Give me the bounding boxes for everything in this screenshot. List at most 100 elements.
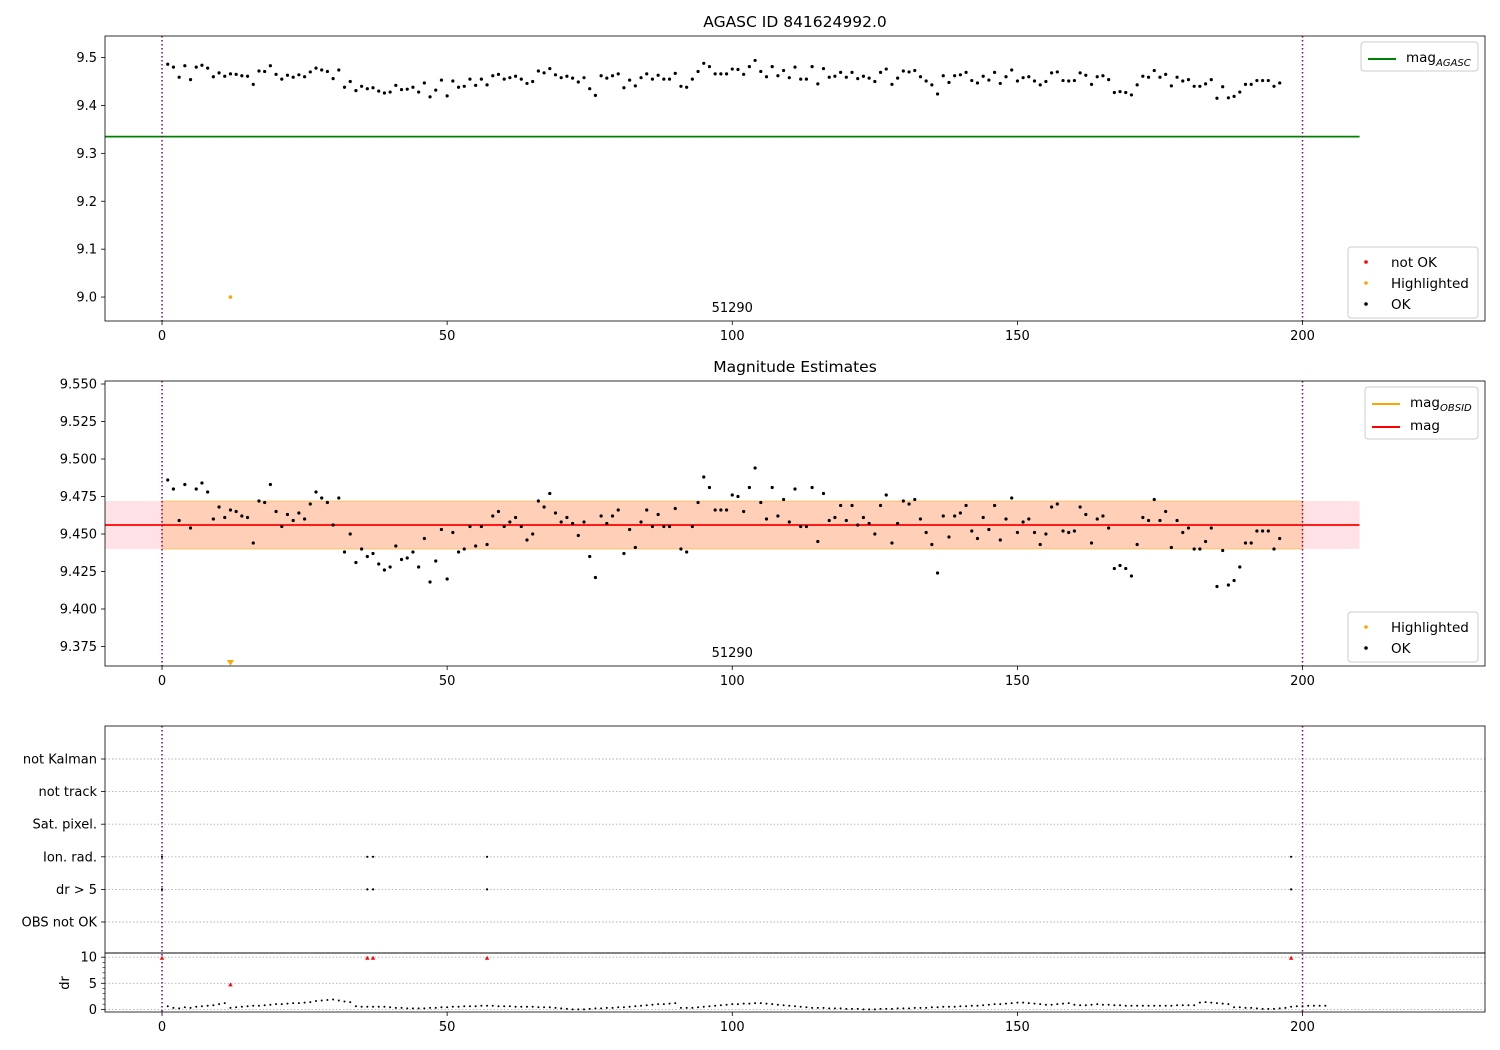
ok-point (171, 65, 176, 69)
ok-point (770, 485, 774, 490)
ok-point (462, 547, 466, 551)
ok-point (998, 81, 1002, 86)
dr-point (1010, 1002, 1013, 1005)
dr-point (508, 1005, 511, 1008)
ok-point (428, 580, 432, 584)
ok-point (439, 527, 444, 532)
ok-point (850, 70, 854, 75)
dr-point (748, 1002, 751, 1005)
ok-point (713, 508, 717, 512)
dr-point (1187, 1004, 1190, 1007)
ok-point (217, 71, 221, 75)
ok-point (525, 81, 529, 86)
dr-point (377, 1005, 380, 1008)
dr-point (1215, 1002, 1218, 1005)
x-tick-label: 200 (1290, 1020, 1315, 1035)
legend-marker (1364, 646, 1368, 650)
ok-point (639, 520, 643, 524)
highlighted-point-out-of-range (226, 660, 234, 666)
ok-point (291, 518, 295, 523)
ok-point (268, 64, 272, 68)
ok-point (371, 551, 375, 556)
ok-point (673, 506, 677, 511)
ok-point (896, 521, 900, 526)
ok-point (1261, 529, 1265, 533)
ok-point (639, 76, 643, 80)
ok-point (884, 493, 888, 497)
ok-point (702, 61, 706, 65)
ok-point (571, 521, 575, 526)
dr-point (571, 1008, 574, 1011)
ok-point (1050, 505, 1054, 509)
dr-point (679, 1006, 682, 1009)
ok-point (502, 524, 506, 529)
ok-point (245, 515, 250, 520)
ok-point (1186, 77, 1191, 82)
ok-point (1152, 68, 1156, 73)
dr-point (1130, 1004, 1133, 1007)
y-tick-label: 9.375 (60, 640, 97, 655)
dr-point (554, 1006, 557, 1009)
dr-point (908, 1007, 911, 1010)
ok-point (485, 542, 489, 547)
legend-label: Highlighted (1391, 276, 1469, 292)
ok-point (1004, 75, 1008, 79)
dr-point (1090, 1003, 1093, 1006)
dr-point (537, 1006, 540, 1009)
dr-point (417, 1007, 420, 1010)
ok-point (194, 65, 198, 69)
ok-point (605, 521, 609, 526)
ok-point (183, 482, 187, 487)
ok-point (548, 491, 552, 496)
dr-point (771, 1003, 774, 1006)
ok-point (935, 92, 940, 96)
dr-point (588, 1007, 591, 1010)
dr-point (999, 1003, 1002, 1006)
ok-point (1209, 526, 1213, 530)
ok-point (285, 73, 290, 77)
dr-point (691, 1006, 694, 1009)
dr-point (1261, 1007, 1264, 1010)
x-tick-label: 100 (720, 329, 745, 344)
ok-point (941, 514, 945, 518)
obsid-annotation: 51290 (712, 301, 753, 316)
dr-point (548, 1006, 551, 1009)
panel3-plot-area (105, 726, 1485, 1012)
dr-outlier-marker (370, 955, 376, 960)
ok-point (759, 500, 763, 505)
ok-point (816, 82, 820, 86)
dr-point (993, 1003, 996, 1006)
ok-point (998, 538, 1002, 542)
ok-point (1255, 78, 1259, 83)
dr-point (235, 1006, 238, 1009)
ok-point (719, 72, 723, 76)
x-tick-label: 100 (720, 674, 745, 689)
ok-point (234, 72, 238, 76)
dr-point (514, 1005, 517, 1008)
ok-point (342, 85, 347, 89)
ok-point (742, 509, 746, 514)
dr-point (685, 1006, 688, 1009)
ok-point (314, 490, 318, 494)
ok-point (382, 91, 387, 95)
ok-point (947, 80, 951, 85)
dr-point (1107, 1003, 1110, 1006)
ok-point (861, 515, 866, 520)
ok-point (474, 544, 478, 548)
legend-box (1360, 41, 1479, 72)
dr-point (736, 1003, 739, 1006)
dr-point (474, 1005, 477, 1008)
ok-point (776, 514, 780, 518)
dr-point (1022, 1001, 1025, 1004)
flag-label: Ion. rad. (43, 850, 97, 865)
panel3-dr-frame (104, 952, 1486, 1013)
dr-point (919, 1006, 922, 1009)
highlighted-point (228, 295, 233, 299)
ok-point (1027, 75, 1031, 79)
dr-point (622, 1006, 625, 1009)
ok-point (245, 74, 250, 78)
ok-point (325, 500, 329, 505)
dr-point (936, 1006, 939, 1009)
dr-point (959, 1005, 962, 1008)
